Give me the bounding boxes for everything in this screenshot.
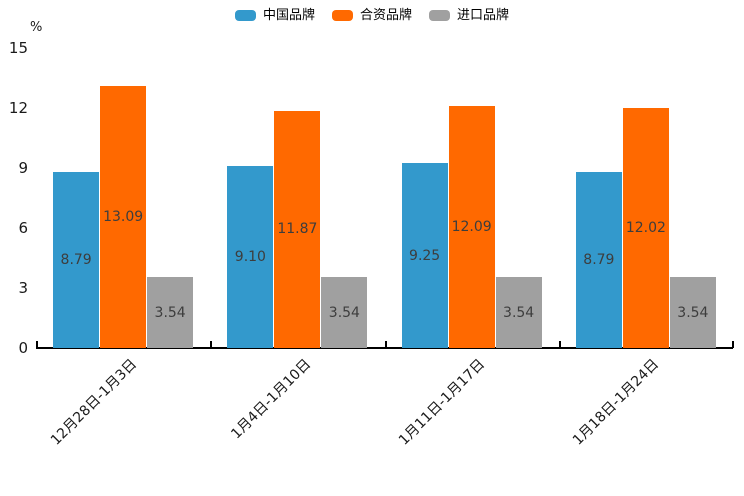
y-tick-label: 3 xyxy=(18,279,28,297)
bar-value-label: 11.87 xyxy=(277,221,318,238)
x-axis-tick xyxy=(732,341,734,348)
y-axis-unit-label: % xyxy=(30,20,43,35)
bar-value-label: 12.02 xyxy=(625,219,666,236)
bar-value-label: 8.79 xyxy=(583,252,615,269)
x-axis-tick xyxy=(210,341,213,348)
bar xyxy=(227,166,274,348)
x-tick-label: 1月4日-1月10日 xyxy=(228,356,314,443)
legend-swatch-icon xyxy=(331,10,353,21)
bar xyxy=(575,172,622,348)
y-tick-label: 0 xyxy=(18,339,28,357)
x-axis-tick xyxy=(384,341,387,348)
x-axis-line xyxy=(36,347,733,349)
legend-item: 进口品牌 xyxy=(429,9,509,22)
bar-value-label: 12.09 xyxy=(451,219,492,236)
legend-label: 合资品牌 xyxy=(359,8,412,23)
bar-value-label: 8.79 xyxy=(60,252,92,269)
x-tick-label: 1月11日-1月17日 xyxy=(395,356,489,449)
bar-value-label: 9.10 xyxy=(234,249,266,265)
bar xyxy=(321,277,368,348)
bar-value-label: 13.09 xyxy=(103,209,144,226)
legend: 中国品牌 合资品牌 进口品牌 xyxy=(0,9,744,22)
bar-value-label: 3.54 xyxy=(328,304,360,321)
y-tick-label: 9 xyxy=(18,159,28,177)
x-tick-label: 1月18日-1月24日 xyxy=(570,356,663,449)
bar-value-label: 3.54 xyxy=(154,304,186,321)
bar xyxy=(495,277,542,348)
legend-item: 中国品牌 xyxy=(234,8,315,23)
x-axis-tick xyxy=(558,341,561,348)
bar-value-label: 3.54 xyxy=(503,304,535,321)
bar xyxy=(100,86,147,348)
y-tick-label: 6 xyxy=(18,219,28,237)
bar-value-label: 9.25 xyxy=(409,247,441,264)
legend-label: 中国品牌 xyxy=(262,8,315,23)
y-tick-label: 12 xyxy=(8,99,28,117)
bar xyxy=(448,106,495,348)
bar xyxy=(274,110,321,348)
bar xyxy=(147,277,194,348)
x-tick-label: 12月28日-1月3日 xyxy=(47,356,140,449)
x-axis-tick xyxy=(36,341,38,348)
bar xyxy=(622,107,669,348)
legend-item: 合资品牌 xyxy=(331,8,412,23)
legend-label: 进口品牌 xyxy=(457,8,510,23)
legend-swatch-icon xyxy=(429,10,450,21)
bar-value-label: 3.54 xyxy=(677,304,709,321)
bar xyxy=(53,172,100,348)
y-tick-label: 15 xyxy=(8,39,28,57)
legend-swatch-icon xyxy=(234,10,256,21)
bar xyxy=(401,163,448,348)
bar xyxy=(669,277,716,348)
